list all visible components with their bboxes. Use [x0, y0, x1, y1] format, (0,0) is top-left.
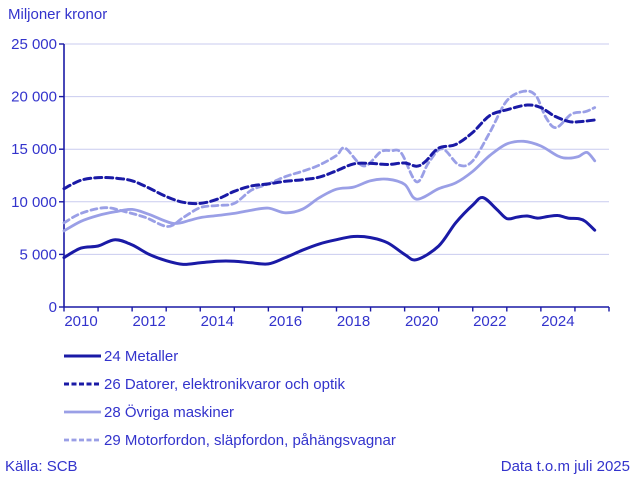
series-line-28: [62, 139, 597, 233]
legend-line-sample: [64, 438, 101, 442]
y-tick-label: 10 000: [11, 194, 57, 211]
x-tick-label: 2010: [64, 313, 97, 330]
y-tick-label: 20 000: [11, 89, 57, 106]
x-tick-label: 2020: [405, 313, 438, 330]
x-tick-label: 2022: [473, 313, 506, 330]
footer: Källa: SCB Data t.o.m juli 2025: [0, 458, 635, 475]
legend-label: 26 Datorer, elektronikvaror och optik: [104, 375, 345, 393]
legend-item: 29 Motorfordon, släpfordon, påhängsvagna…: [64, 426, 396, 454]
x-tick-label: 2018: [337, 313, 370, 330]
series-line-26: [62, 103, 597, 206]
legend-item: 28 Övriga maskiner: [64, 398, 396, 426]
x-tick-label: 2024: [541, 313, 574, 330]
legend-item: 26 Datorer, elektronikvaror och optik: [64, 370, 396, 398]
x-tick-label: 2016: [269, 313, 302, 330]
x-tick-label: 2014: [201, 313, 234, 330]
line-chart: 0 5 000 10 000 15 000 20 000 25 000 2010 2012 20…: [11, 36, 610, 330]
series-line-24: [62, 196, 597, 266]
y-tick-label: 0: [49, 299, 57, 316]
series-line-29: [62, 89, 597, 228]
legend-line-sample: [64, 410, 101, 414]
x-tick-label: 2012: [132, 313, 165, 330]
y-tick-label: 25 000: [11, 36, 57, 53]
legend-label: 28 Övriga maskiner: [104, 403, 235, 421]
legend-line-sample: [64, 354, 101, 358]
source-label: Källa: SCB: [5, 458, 78, 475]
legend-item: 24 Metaller: [64, 342, 396, 370]
legend: 24 Metaller 26 Datorer, elektronikvaror o…: [64, 342, 396, 454]
y-tick-label: 5 000: [19, 246, 57, 263]
legend-line-sample: [64, 382, 101, 386]
data-through-label: Data t.o.m juli 2025: [500, 458, 630, 475]
y-tick-label: 15 000: [11, 141, 57, 158]
legend-label: 29 Motorfordon, släpfordon, påhängsvagna…: [104, 431, 396, 449]
legend-label: 24 Metaller: [104, 347, 179, 365]
chart-title: Miljoner kronor: [8, 6, 108, 23]
